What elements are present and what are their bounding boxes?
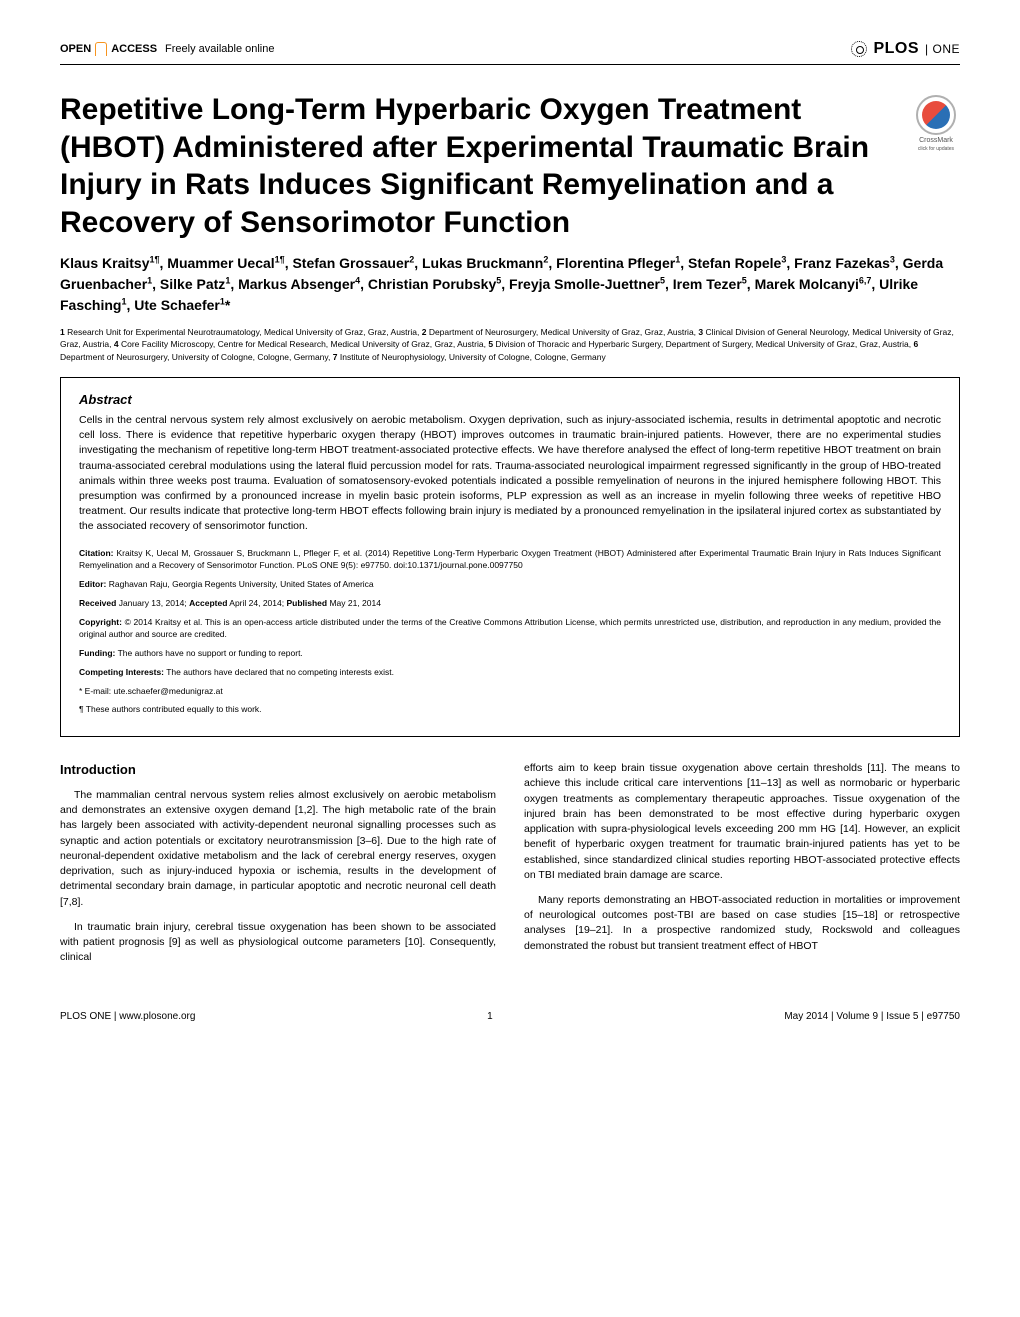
editor-text: Raghavan Raju, Georgia Regents Universit… — [106, 579, 373, 589]
open-access-tagline: Freely available online — [165, 43, 274, 55]
open-access-open: OPEN — [60, 43, 91, 55]
footer-page-number: 1 — [487, 1011, 493, 1022]
abstract-heading: Abstract — [79, 392, 941, 407]
crossmark-inner-icon — [922, 101, 950, 129]
page-footer: PLOS ONE | www.plosone.org 1 May 2014 | … — [60, 1011, 960, 1022]
intro-p3: efforts aim to keep brain tissue oxygena… — [524, 761, 960, 883]
plos-text: PLOS — [873, 40, 919, 58]
open-access-badge: OPEN ACCESS Freely available online — [60, 42, 274, 56]
received-text: January 13, 2014; — [116, 598, 189, 608]
editor-label: Editor: — [79, 579, 106, 589]
copyright-line: Copyright: © 2014 Kraitsy et al. This is… — [79, 616, 941, 642]
intro-p2: In traumatic brain injury, cerebral tiss… — [60, 920, 496, 966]
right-column: efforts aim to keep brain tissue oxygena… — [524, 761, 960, 975]
abstract-box: Abstract Cells in the central nervous sy… — [60, 377, 960, 737]
plos-icon — [851, 41, 867, 57]
funding-label: Funding: — [79, 648, 115, 658]
open-access-icon — [95, 42, 107, 56]
received-label: Received — [79, 598, 116, 608]
published-text: May 21, 2014 — [327, 598, 381, 608]
equal-label: ¶ — [79, 704, 86, 714]
intro-p1: The mammalian central nervous system rel… — [60, 788, 496, 910]
competing-line: Competing Interests: The authors have de… — [79, 666, 941, 679]
accepted-text: April 24, 2014; — [227, 598, 286, 608]
abstract-text: Cells in the central nervous system rely… — [79, 413, 941, 535]
crossmark-label: CrossMark — [912, 137, 960, 144]
email-line: * E-mail: ute.schaefer@medunigraz.at — [79, 685, 941, 698]
intro-p4: Many reports demonstrating an HBOT-assoc… — [524, 893, 960, 954]
email-label: * E-mail: — [79, 686, 113, 696]
editor-line: Editor: Raghavan Raju, Georgia Regents U… — [79, 578, 941, 591]
copyright-text: © 2014 Kraitsy et al. This is an open-ac… — [79, 617, 941, 640]
affiliations: 1 Research Unit for Experimental Neurotr… — [60, 326, 960, 363]
top-bar: OPEN ACCESS Freely available online PLOS… — [60, 40, 960, 65]
crossmark-badge[interactable]: CrossMark click for updates — [912, 95, 960, 152]
title-row: Repetitive Long-Term Hyperbaric Oxygen T… — [60, 77, 960, 253]
citation-line: Citation: Kraitsy K, Uecal M, Grossauer … — [79, 547, 941, 573]
equal-text: These authors contributed equally to thi… — [86, 704, 262, 714]
introduction-heading: Introduction — [60, 761, 496, 780]
left-column: Introduction The mammalian central nervo… — [60, 761, 496, 975]
crossmark-sublabel: click for updates — [912, 146, 960, 152]
copyright-label: Copyright: — [79, 617, 122, 627]
funding-line: Funding: The authors have no support or … — [79, 647, 941, 660]
citation-label: Citation: — [79, 548, 113, 558]
citation-text: Kraitsy K, Uecal M, Grossauer S, Bruckma… — [79, 548, 941, 571]
crossmark-icon — [916, 95, 956, 135]
accepted-label: Accepted — [189, 598, 227, 608]
open-access-access: ACCESS — [111, 43, 157, 55]
journal-logo: PLOS | ONE — [851, 40, 960, 58]
body-columns: Introduction The mammalian central nervo… — [60, 761, 960, 975]
author-list: Klaus Kraitsy1¶, Muammer Uecal1¶, Stefan… — [60, 253, 960, 316]
competing-label: Competing Interests: — [79, 667, 164, 677]
funding-text: The authors have no support or funding t… — [115, 648, 302, 658]
footer-left: PLOS ONE | www.plosone.org — [60, 1011, 195, 1022]
plos-one-text: | ONE — [925, 42, 960, 56]
article-title: Repetitive Long-Term Hyperbaric Oxygen T… — [60, 91, 900, 241]
dates-line: Received January 13, 2014; Accepted Apri… — [79, 597, 941, 610]
footer-right: May 2014 | Volume 9 | Issue 5 | e97750 — [784, 1011, 960, 1022]
equal-contrib-line: ¶ These authors contributed equally to t… — [79, 703, 941, 716]
email-text: ute.schaefer@medunigraz.at — [113, 686, 222, 696]
competing-text: The authors have declared that no compet… — [164, 667, 394, 677]
published-label: Published — [286, 598, 327, 608]
